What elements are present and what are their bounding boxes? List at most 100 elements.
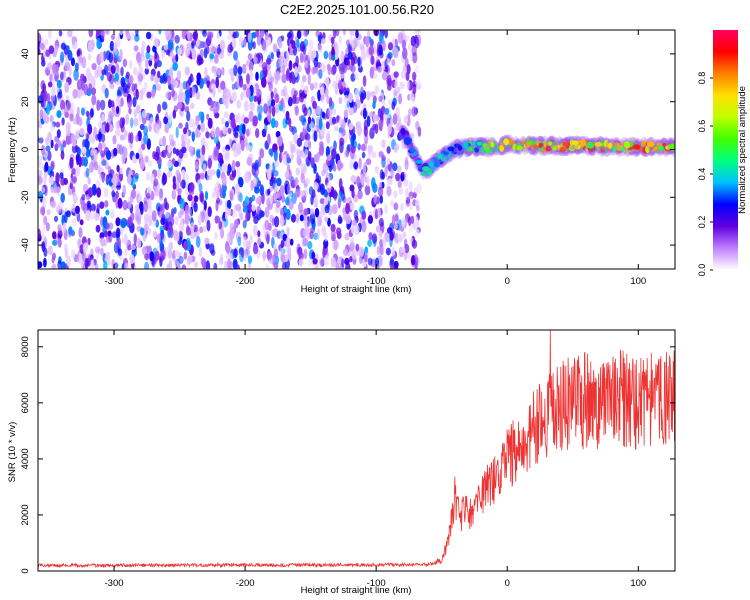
noise-cell: [314, 262, 319, 269]
noise-cell: [39, 109, 44, 119]
noise-cell: [358, 157, 362, 170]
noise-cell: [350, 40, 355, 47]
noise-cell: [263, 103, 268, 114]
noise-cell: [371, 233, 378, 244]
noise-cell: [156, 169, 162, 179]
noise-cell: [193, 195, 199, 203]
noise-cell: [180, 208, 185, 216]
spectrogram-y-axis-label: Frequency (Hz): [7, 117, 18, 182]
noise-cell: [143, 213, 150, 223]
noise-cell: [194, 161, 199, 170]
noise-cell: [327, 108, 333, 118]
noise-cell: [235, 264, 240, 269]
noise-cell: [64, 81, 70, 94]
noise-cell: [390, 167, 394, 179]
noise-cell: [57, 260, 62, 269]
noise-cell: [190, 222, 195, 233]
noise-cell: [233, 50, 238, 61]
noise-cell: [283, 207, 288, 214]
noise-cell: [208, 32, 214, 39]
noise-cell: [55, 205, 62, 215]
noise-cell: [119, 134, 125, 141]
noise-cell: [184, 89, 191, 99]
noise-cell: [294, 105, 299, 116]
noise-cell: [393, 190, 398, 198]
noise-cell: [188, 76, 192, 86]
noise-cell: [246, 87, 251, 99]
noise-cell: [326, 95, 330, 105]
noise-cell: [47, 131, 52, 142]
noise-cell: [72, 89, 78, 99]
noise-cell: [191, 48, 197, 60]
noise-cell: [379, 169, 384, 180]
noise-cell: [64, 60, 70, 72]
noise-cell: [337, 256, 341, 265]
noise-cell: [151, 254, 155, 266]
noise-cell: [350, 64, 356, 74]
noise-cell: [216, 68, 221, 76]
noise-cell: [140, 227, 145, 236]
noise-cell: [226, 258, 232, 269]
noise-cell: [99, 232, 105, 239]
signal-cell: [607, 142, 613, 149]
noise-cell: [229, 190, 233, 201]
noise-cell: [129, 254, 135, 265]
noise-cell: [78, 117, 83, 127]
noise-cell: [269, 76, 274, 83]
noise-cell: [338, 191, 344, 203]
noise-cell: [195, 127, 200, 137]
noise-cell: [41, 207, 45, 216]
noise-cell: [387, 78, 392, 87]
noise-cell: [267, 133, 271, 145]
noise-cell: [319, 183, 325, 195]
noise-cell: [245, 60, 251, 67]
noise-cell: [66, 255, 71, 267]
noise-cell: [391, 214, 396, 227]
noise-cell: [234, 183, 240, 195]
noise-cell: [416, 205, 420, 212]
noise-cell: [65, 210, 71, 218]
noise-cell: [379, 244, 384, 256]
noise-cell: [49, 73, 53, 83]
noise-cell: [264, 123, 268, 134]
noise-cell: [280, 240, 285, 249]
noise-cell: [281, 194, 286, 203]
noise-cell: [204, 190, 209, 201]
noise-cell: [139, 89, 144, 101]
noise-cell: [72, 195, 79, 202]
noise-cell: [105, 222, 110, 230]
noise-cell: [346, 39, 350, 47]
noise-cell: [238, 125, 243, 135]
noise-cell: [381, 154, 386, 162]
noise-cell: [56, 79, 62, 89]
noise-cell: [127, 216, 133, 227]
noise-cell: [323, 197, 328, 207]
noise-cell: [235, 203, 242, 212]
noise-cell: [110, 100, 115, 108]
noise-cell: [402, 47, 408, 60]
noise-cell: [167, 160, 172, 168]
noise-cell: [282, 85, 288, 97]
noise-cell: [394, 79, 398, 92]
noise-cell: [48, 45, 55, 54]
noise-cell: [223, 111, 229, 118]
noise-cell: [279, 184, 285, 197]
noise-cell: [126, 94, 132, 103]
noise-cell: [107, 173, 113, 180]
noise-cell: [134, 33, 140, 42]
noise-cell: [220, 117, 225, 125]
signal-cell: [659, 145, 664, 151]
noise-cell: [139, 158, 145, 170]
noise-cell: [313, 181, 319, 191]
noise-cell: [201, 122, 205, 132]
noise-cell: [148, 215, 152, 227]
noise-cell: [256, 89, 262, 100]
noise-cell: [163, 44, 169, 51]
noise-cell: [52, 231, 57, 240]
noise-cell: [166, 263, 170, 269]
noise-cell: [211, 192, 217, 199]
noise-cell: [110, 65, 116, 74]
noise-cell: [51, 200, 57, 208]
noise-cell: [313, 81, 318, 90]
noise-cell: [123, 233, 128, 246]
